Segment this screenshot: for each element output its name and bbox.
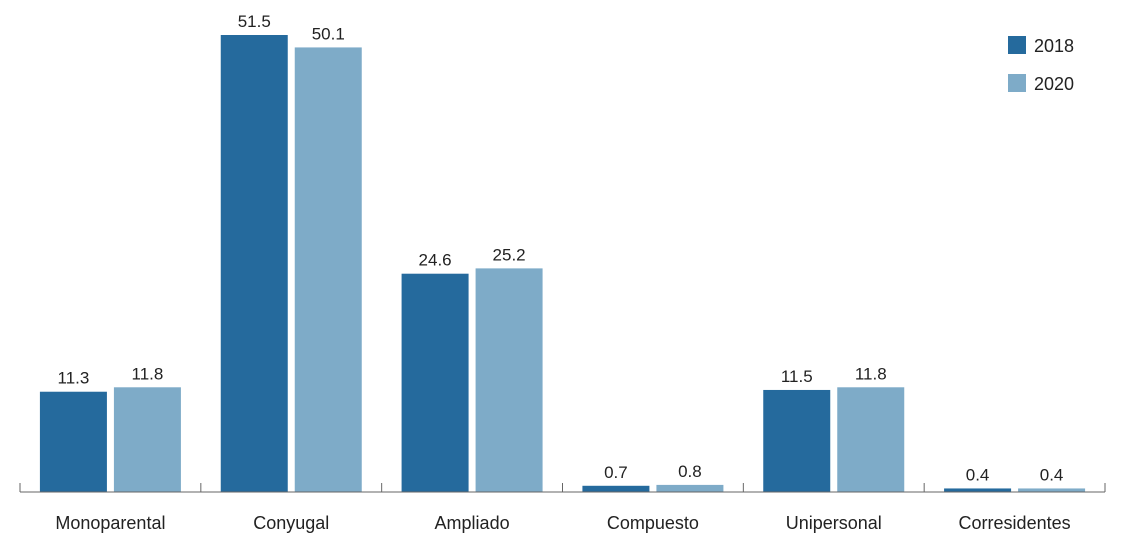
value-label: 0.4 (1040, 465, 1064, 484)
legend: 2018 2020 (1008, 36, 1074, 94)
category-label-corresidentes: Corresidentes (959, 513, 1071, 533)
bar-2020-unipersonal (837, 387, 905, 492)
value-label: 25.2 (493, 245, 526, 264)
value-label: 0.4 (966, 465, 990, 484)
bar-2020-ampliado (475, 268, 543, 492)
value-label: 51.5 (238, 12, 271, 31)
value-label: 11.3 (58, 369, 90, 388)
bar-2018-ampliado (401, 273, 469, 492)
bar-2020-conyugal (294, 47, 362, 492)
bar-2018-corresidentes (944, 488, 1012, 492)
legend-swatch-2020 (1008, 74, 1026, 92)
category-labels-layer: Monoparental Conyugal Ampliado Compuesto Uni… (55, 513, 1070, 533)
bar-2018-compuesto (582, 485, 650, 492)
category-label-unipersonal: Unipersonal (786, 513, 882, 533)
category-label-compuesto: Compuesto (607, 513, 699, 533)
legend-swatch-2018 (1008, 36, 1026, 54)
legend-label-2018: 2018 (1034, 36, 1074, 56)
bar-2020-monoparental (113, 387, 181, 492)
category-label-ampliado: Ampliado (435, 513, 510, 533)
category-label-monoparental: Monoparental (55, 513, 165, 533)
legend-label-2020: 2020 (1034, 74, 1074, 94)
x-axis (19, 483, 1106, 493)
bar-2018-conyugal (220, 35, 288, 492)
value-label: 0.7 (604, 463, 628, 482)
bar-2020-compuesto (656, 484, 724, 492)
value-label: 0.8 (678, 462, 702, 481)
value-label: 11.8 (132, 364, 164, 383)
value-labels-layer: 11.3 11.8 51.5 50.1 24.6 25.2 0.7 0.8 11.5 11.8 0.… (58, 12, 1064, 484)
value-label: 50.1 (312, 24, 345, 43)
category-label-conyugal: Conyugal (253, 513, 329, 533)
bars-layer (39, 35, 1086, 492)
value-label: 11.5 (781, 367, 813, 386)
value-label: 11.8 (855, 364, 887, 383)
bar-2018-unipersonal (763, 389, 831, 492)
value-label: 24.6 (419, 251, 452, 270)
bar-2020-corresidentes (1018, 488, 1086, 492)
bar-2018-monoparental (39, 391, 107, 492)
